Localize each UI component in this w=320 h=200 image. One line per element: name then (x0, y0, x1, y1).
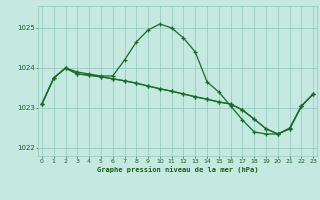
X-axis label: Graphe pression niveau de la mer (hPa): Graphe pression niveau de la mer (hPa) (97, 166, 258, 173)
